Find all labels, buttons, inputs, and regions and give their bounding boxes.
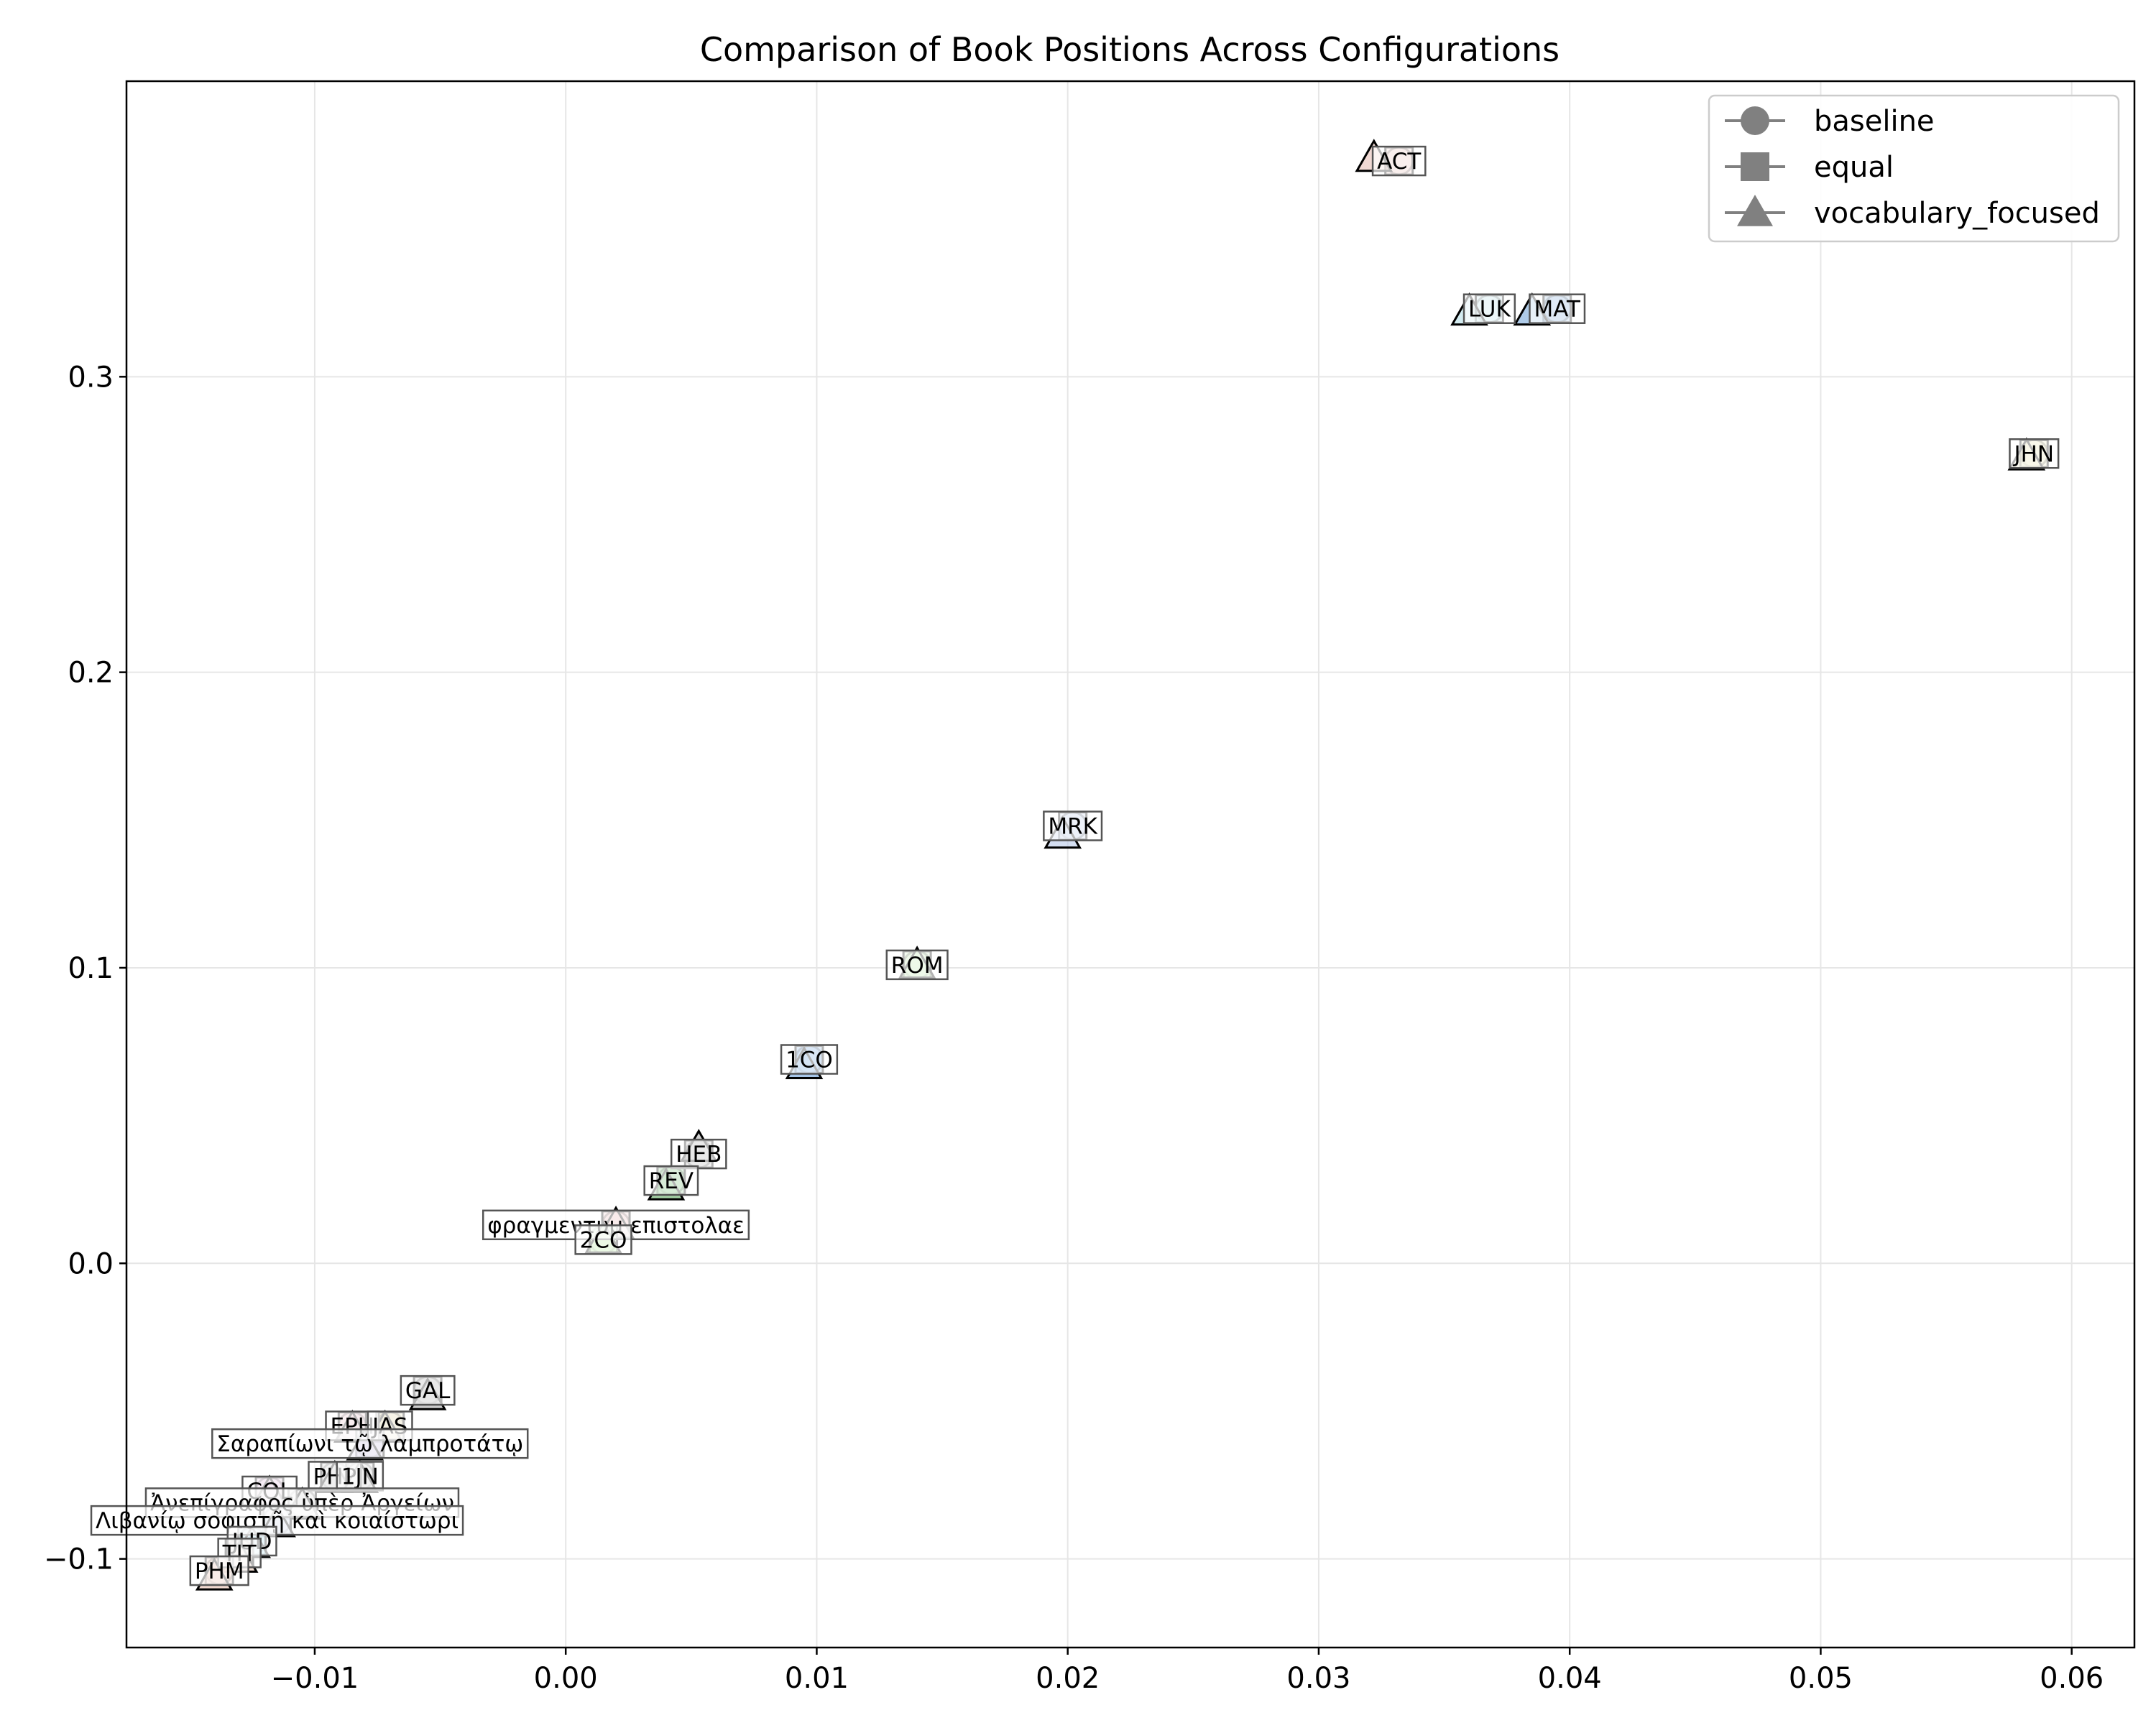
legend-box <box>1708 94 2120 243</box>
x-tick-label: 0.06 <box>2040 1662 2104 1695</box>
point-label: PHM <box>189 1555 249 1586</box>
point-label: GAL <box>400 1374 456 1406</box>
x-tick-label: −0.01 <box>271 1662 359 1695</box>
point-label: MAT <box>1529 293 1586 324</box>
point-label-box <box>189 1555 249 1586</box>
y-tick-label: 0.2 <box>68 657 114 690</box>
baseline-legend-marker <box>1741 106 1769 135</box>
point-label-text: HEB <box>676 1142 722 1168</box>
point-label-text: MRK <box>1048 814 1097 840</box>
point-label-text: GAL <box>405 1378 451 1404</box>
legend: baseline equal vocabulary_focused <box>1708 94 2120 243</box>
point-label-box <box>1043 810 1103 841</box>
point-label-text: LUK <box>1468 297 1511 323</box>
point-label: JHN <box>2009 438 2060 469</box>
point-label: MRK <box>1043 810 1103 841</box>
point-label-box <box>643 1165 699 1196</box>
point-label: REV <box>643 1165 699 1196</box>
point-label-text: JHN <box>2012 441 2054 467</box>
point-label-text: PHM <box>195 1558 244 1584</box>
point-label-text: ACT <box>1377 149 1422 175</box>
point-label-text: Σαραπίωνι τῷ λαμπροτάτῳ <box>216 1431 523 1457</box>
axis-ticks: −0.01 0.00 0.01 0.02 0.03 0.04 0.05 0.06 −0.1 0.0… <box>44 361 2104 1695</box>
point-label-box <box>1462 293 1516 324</box>
point-label-text: MAT <box>1534 297 1581 323</box>
point-label-text: 1CO <box>786 1047 833 1073</box>
legend-label: vocabulary_focused <box>1814 197 2100 230</box>
point-label-box <box>211 1428 529 1459</box>
y-tick-label: 0.0 <box>68 1247 114 1280</box>
grid <box>126 81 2134 1648</box>
point-label-box <box>780 1044 839 1075</box>
point-label-text: 1JN <box>341 1464 379 1489</box>
point-label-box <box>885 949 949 981</box>
x-tick-label: 0.05 <box>1789 1662 1853 1695</box>
point-label: 1JN <box>336 1461 384 1492</box>
point-label: LUK <box>1462 293 1516 324</box>
vocabulary_focused-legend-marker <box>1737 195 1773 226</box>
point-label-box <box>400 1374 456 1406</box>
point-label: Σαραπίωνι τῷ λαμπροτάτῳ <box>211 1428 529 1459</box>
y-tick-label: 0.3 <box>68 361 114 394</box>
point-label-box <box>670 1138 727 1170</box>
y-tick-label: 0.1 <box>68 952 114 985</box>
equal-legend-marker <box>1741 152 1769 181</box>
point-label: 2CO <box>574 1224 632 1255</box>
y-tick-label: −0.1 <box>44 1543 114 1576</box>
point-label-text: ROM <box>891 953 944 979</box>
x-tick-label: 0.02 <box>1036 1662 1100 1695</box>
chart-title: Comparison of Book Positions Across Conf… <box>700 30 1560 69</box>
point-label-box <box>2009 438 2060 469</box>
x-tick-label: 0.03 <box>1286 1662 1350 1695</box>
point-label: 1CO <box>780 1044 839 1075</box>
point-label: ACT <box>1371 145 1427 177</box>
point-label: ROM <box>885 949 949 981</box>
x-tick-label: 0.04 <box>1538 1662 1602 1695</box>
legend-label: equal <box>1814 151 1894 184</box>
point-label-text: REV <box>649 1168 694 1194</box>
legend-label: baseline <box>1814 105 1935 138</box>
point-label: HEB <box>670 1138 727 1170</box>
x-tick-label: 0.01 <box>785 1662 849 1695</box>
point-label-text: 2CO <box>580 1227 627 1253</box>
x-tick-label: 0.00 <box>534 1662 598 1695</box>
point-label-box <box>336 1461 384 1492</box>
plot-frame <box>125 80 2136 1649</box>
point-label-box <box>1371 145 1427 177</box>
point-label-box <box>574 1224 632 1255</box>
point-label-box <box>1529 293 1586 324</box>
